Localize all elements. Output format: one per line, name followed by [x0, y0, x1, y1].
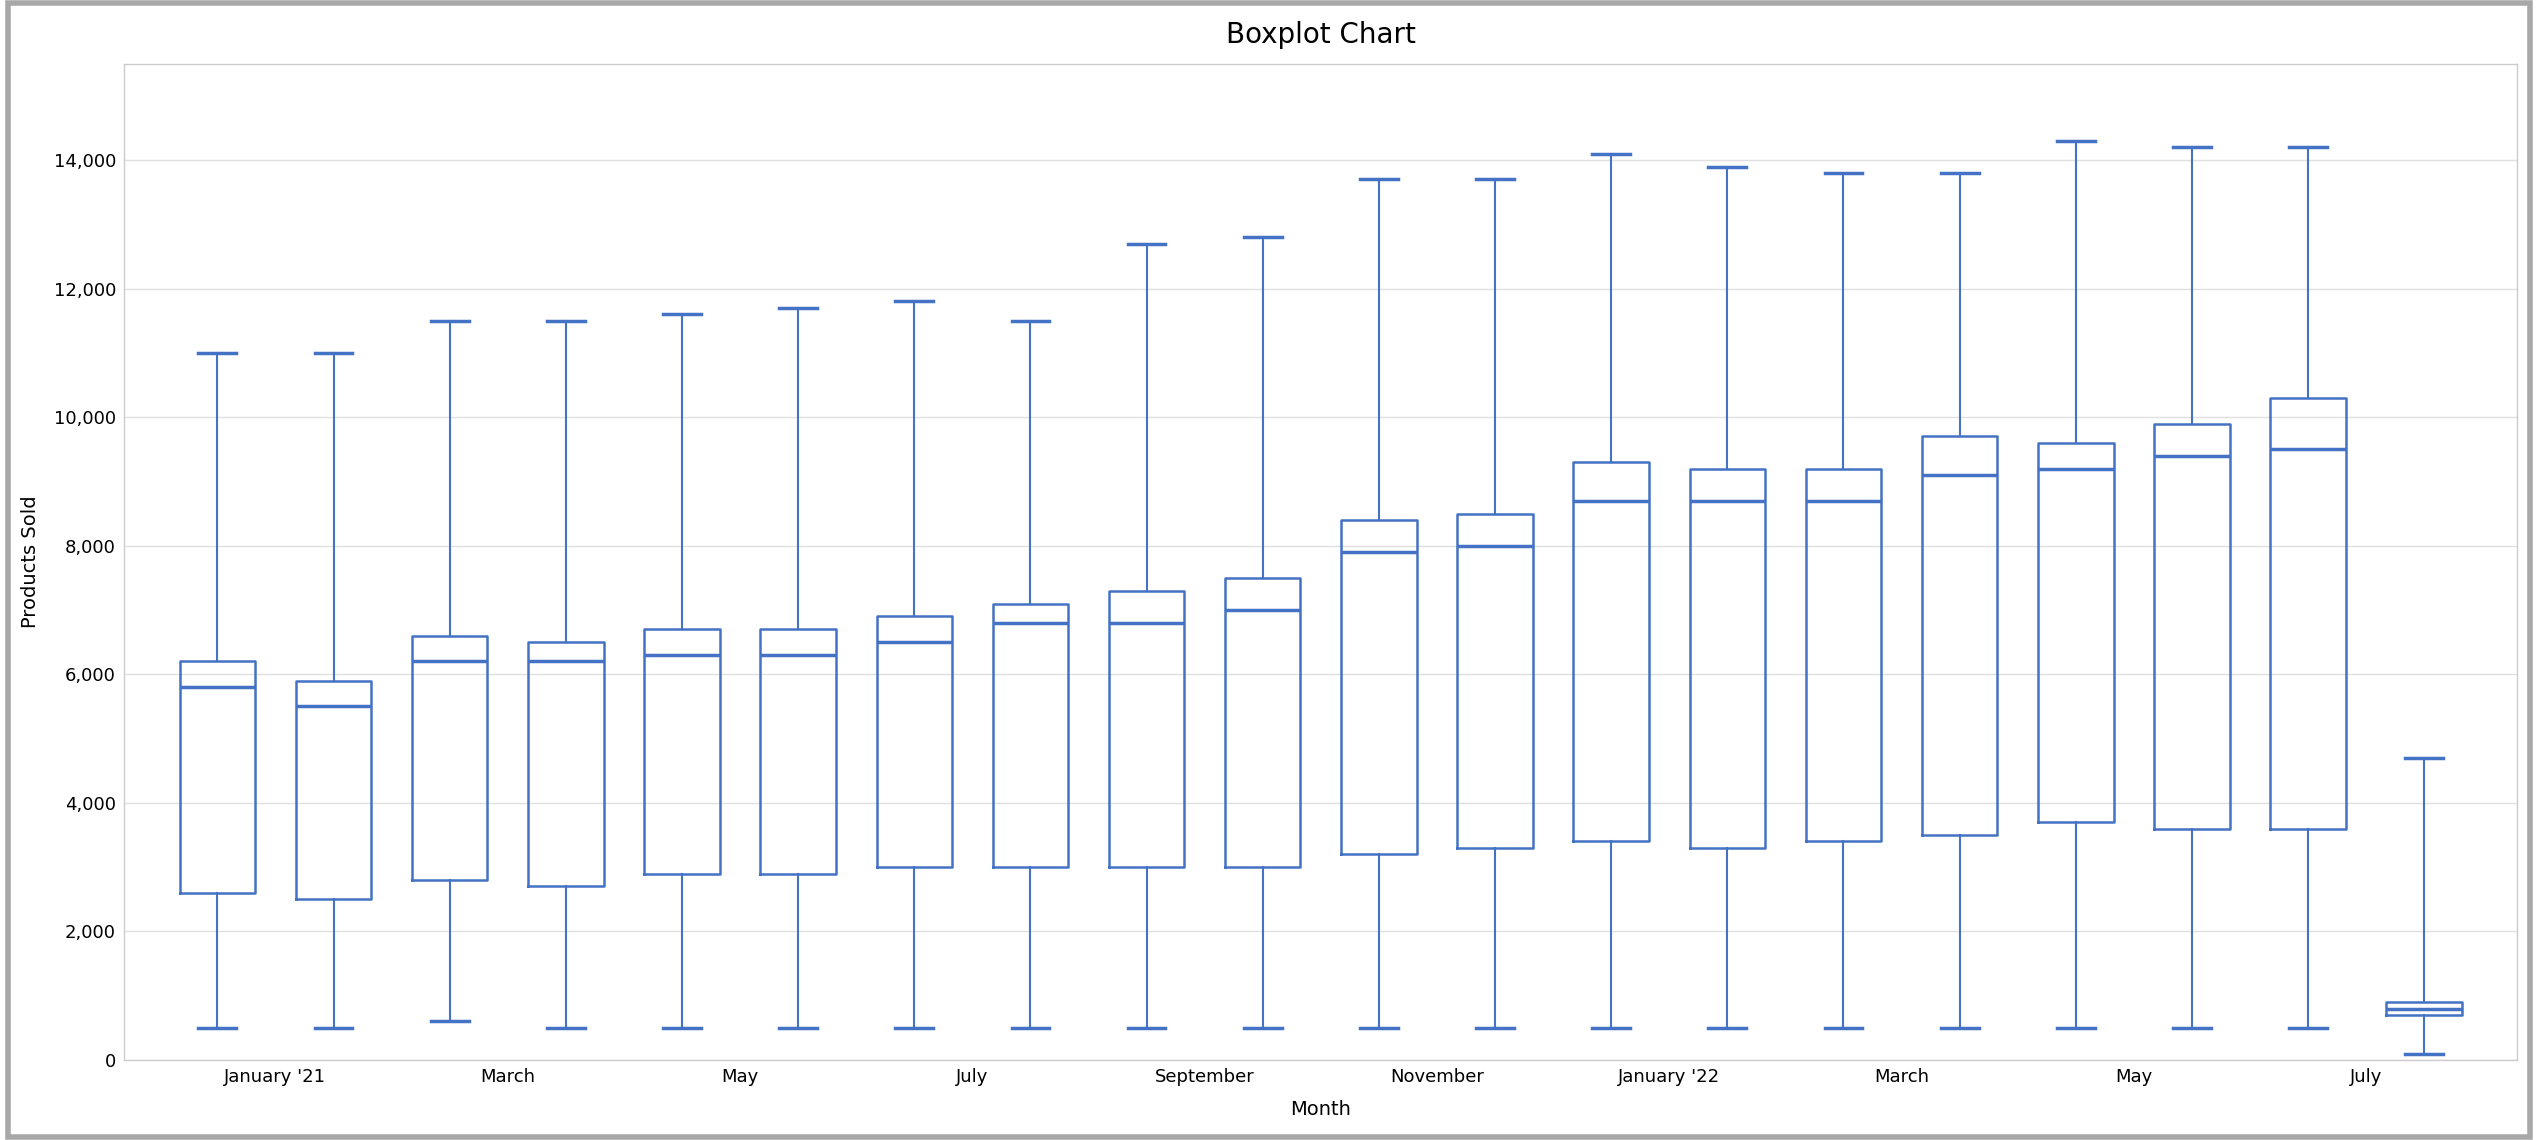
- X-axis label: Month: Month: [1289, 1100, 1350, 1119]
- Title: Boxplot Chart: Boxplot Chart: [1226, 21, 1416, 49]
- Y-axis label: Products Sold: Products Sold: [20, 496, 41, 628]
